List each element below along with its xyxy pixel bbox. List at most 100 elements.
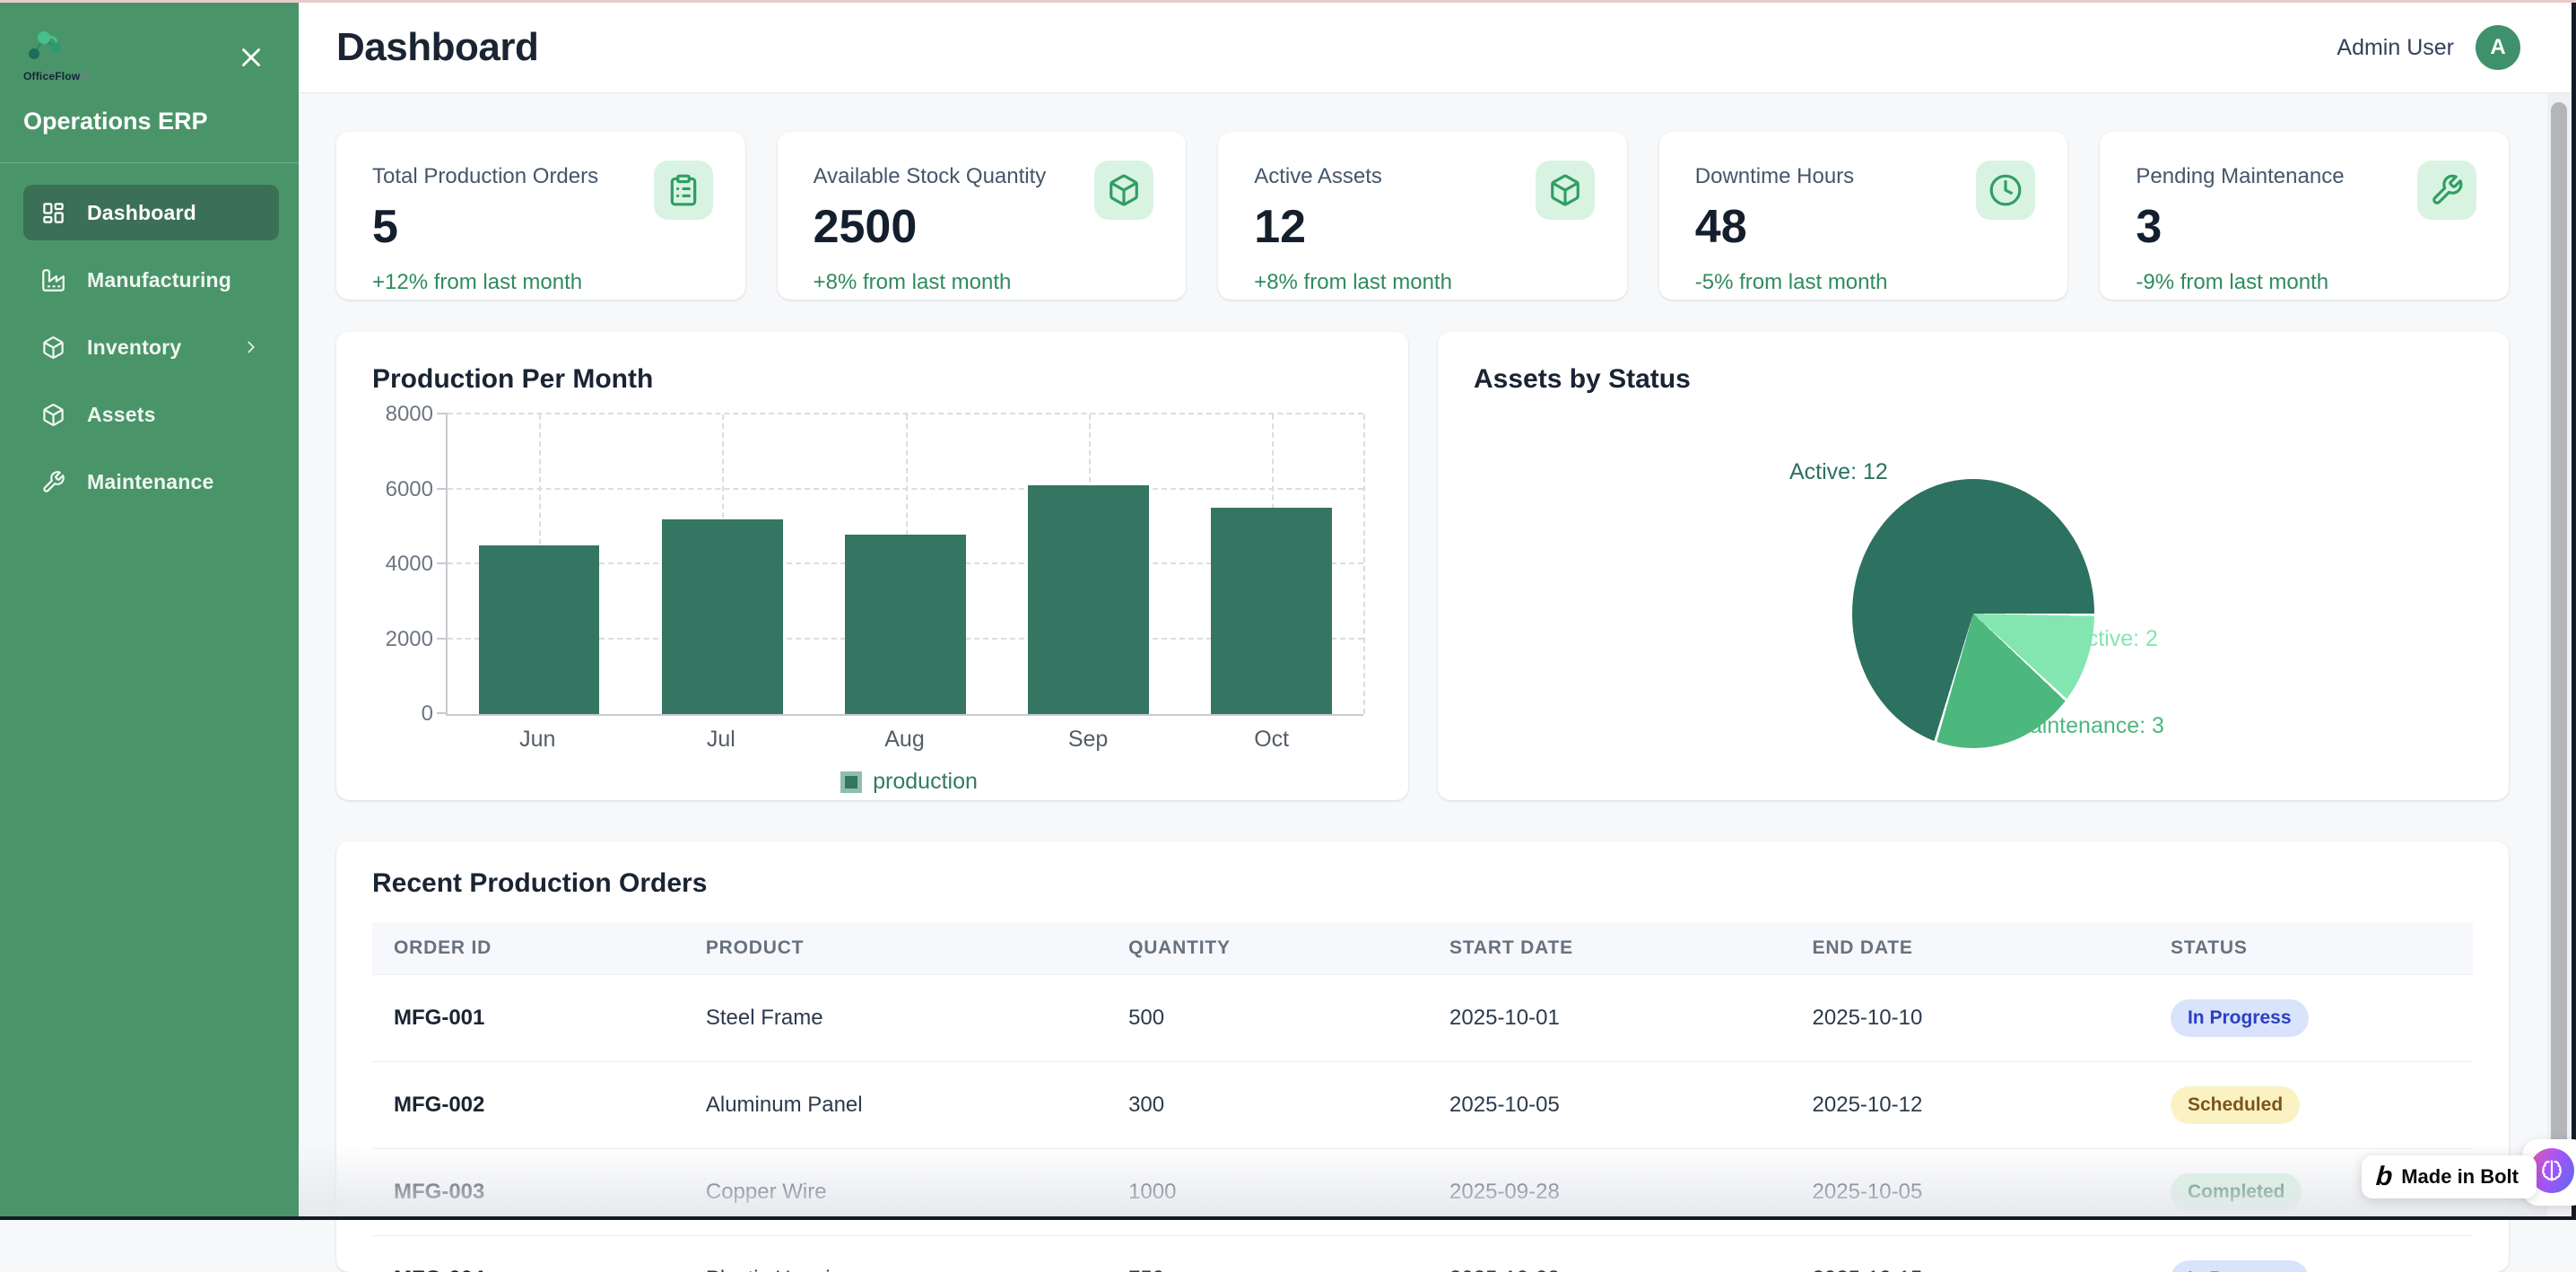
sidebar-item-assets[interactable]: Assets — [23, 387, 279, 442]
pie-label-inactive: Inactive: 2 — [2056, 626, 2158, 652]
cell-product: Steel Frame — [684, 975, 1107, 1062]
status-badge: Completed — [2171, 1173, 2302, 1211]
cell-order-id: MFG-003 — [372, 1149, 684, 1236]
x-tick-label: Jun — [446, 727, 630, 753]
cell-product: Aluminum Panel — [684, 1062, 1107, 1149]
cell-end-date: 2025-10-05 — [1791, 1149, 2149, 1236]
sidebar-nav: Dashboard Manufacturing Inventory Assets Mai… — [23, 185, 279, 521]
stat-delta: +12% from last month — [372, 270, 709, 295]
sidebar-item-label: Maintenance — [87, 470, 214, 494]
sidebar-item-maintenance[interactable]: Maintenance — [23, 454, 279, 510]
cell-quantity: 1000 — [1107, 1149, 1428, 1236]
sidebar-divider — [0, 162, 299, 163]
cell-start-date: 2025-10-08 — [1428, 1236, 1790, 1272]
wrench-icon — [2417, 161, 2476, 220]
package-icon — [1094, 161, 1153, 220]
column-header: QUANTITY — [1107, 922, 1428, 975]
bolt-icon: b — [2375, 1163, 2393, 1190]
cell-order-id: MFG-004 — [372, 1236, 684, 1272]
column-header: STATUS — [2149, 922, 2473, 975]
table-title: Recent Production Orders — [372, 868, 2473, 899]
window-edge-right — [2572, 0, 2576, 1220]
pie-label-maintenance: Maintenance: 3 — [2011, 713, 2164, 739]
legend-label: production — [873, 769, 978, 795]
y-tick-mark — [437, 562, 448, 564]
legend-swatch — [840, 771, 862, 793]
bar-column-sep — [997, 414, 1180, 714]
cell-end-date: 2025-10-12 — [1791, 1062, 2149, 1149]
package-icon — [41, 335, 65, 360]
clock-icon — [1976, 161, 2035, 220]
status-badge: In Progress — [2171, 999, 2309, 1037]
app-logo: OfficeFlowAi — [23, 30, 91, 83]
user-menu: Admin User A — [2337, 25, 2520, 70]
made-in-bolt-badge[interactable]: b Made in Bolt — [2362, 1155, 2537, 1198]
user-name: Admin User — [2337, 35, 2454, 61]
y-tick-label: 2000 — [386, 627, 433, 652]
scrollbar-thumb[interactable] — [2551, 102, 2567, 1161]
cell-quantity: 500 — [1107, 975, 1428, 1062]
gridline-v — [1363, 414, 1365, 714]
sidebar-item-label: Manufacturing — [87, 268, 231, 292]
pie-graphic — [1852, 479, 2094, 748]
stat-delta: -9% from last month — [2136, 270, 2473, 295]
y-tick-mark — [437, 638, 448, 640]
column-header: ORDER ID — [372, 922, 684, 975]
x-tick-label: Sep — [996, 727, 1180, 753]
cell-start-date: 2025-09-28 — [1428, 1149, 1790, 1236]
cell-end-date: 2025-10-10 — [1791, 975, 2149, 1062]
window-edge-bottom — [0, 1216, 2576, 1220]
column-header: PRODUCT — [684, 922, 1107, 975]
clipboard-list-icon — [654, 161, 713, 220]
y-tick-label: 4000 — [386, 552, 433, 577]
cell-quantity: 750 — [1107, 1236, 1428, 1272]
chevron-right-icon — [241, 337, 261, 357]
y-tick-mark — [437, 413, 448, 414]
y-tick-label: 8000 — [386, 402, 433, 427]
package-icon — [1536, 161, 1595, 220]
sidebar-item-label: Assets — [87, 403, 156, 427]
scrollbar-track[interactable] — [2547, 93, 2572, 1216]
bar-chart-legend: production — [446, 769, 1372, 795]
bar-oct — [1211, 508, 1332, 714]
top-accent-line — [0, 0, 2576, 3]
y-tick-mark — [437, 488, 448, 490]
bar-sep — [1028, 485, 1149, 714]
cell-product: Plastic Housing — [684, 1236, 1107, 1272]
avatar[interactable]: A — [2476, 25, 2520, 70]
molecule-logo-icon — [23, 30, 65, 68]
cell-start-date: 2025-10-01 — [1428, 975, 1790, 1062]
sidebar-item-inventory[interactable]: Inventory — [23, 319, 279, 375]
pie-chart-title: Assets by Status — [1474, 364, 2473, 395]
x-tick-label: Aug — [813, 727, 996, 753]
sidebar-item-label: Dashboard — [87, 201, 196, 225]
bar-column-aug — [814, 414, 996, 714]
layout-dashboard-icon — [41, 201, 65, 225]
sidebar-item-dashboard[interactable]: Dashboard — [23, 185, 279, 240]
bar-jun — [479, 545, 600, 714]
cell-start-date: 2025-10-05 — [1428, 1062, 1790, 1149]
y-tick-mark — [437, 712, 448, 714]
bar-jul — [662, 519, 783, 714]
stat-delta: +8% from last month — [814, 270, 1151, 295]
page-header: Dashboard Admin User A — [299, 3, 2576, 93]
brand-text: OfficeFlowAi — [23, 70, 91, 83]
bar-column-oct — [1180, 414, 1363, 714]
bar-aug — [845, 535, 966, 714]
sidebar-item-manufacturing[interactable]: Manufacturing — [23, 252, 279, 308]
page-title: Dashboard — [336, 25, 538, 70]
close-icon[interactable] — [236, 42, 266, 73]
factory-icon — [41, 268, 65, 292]
